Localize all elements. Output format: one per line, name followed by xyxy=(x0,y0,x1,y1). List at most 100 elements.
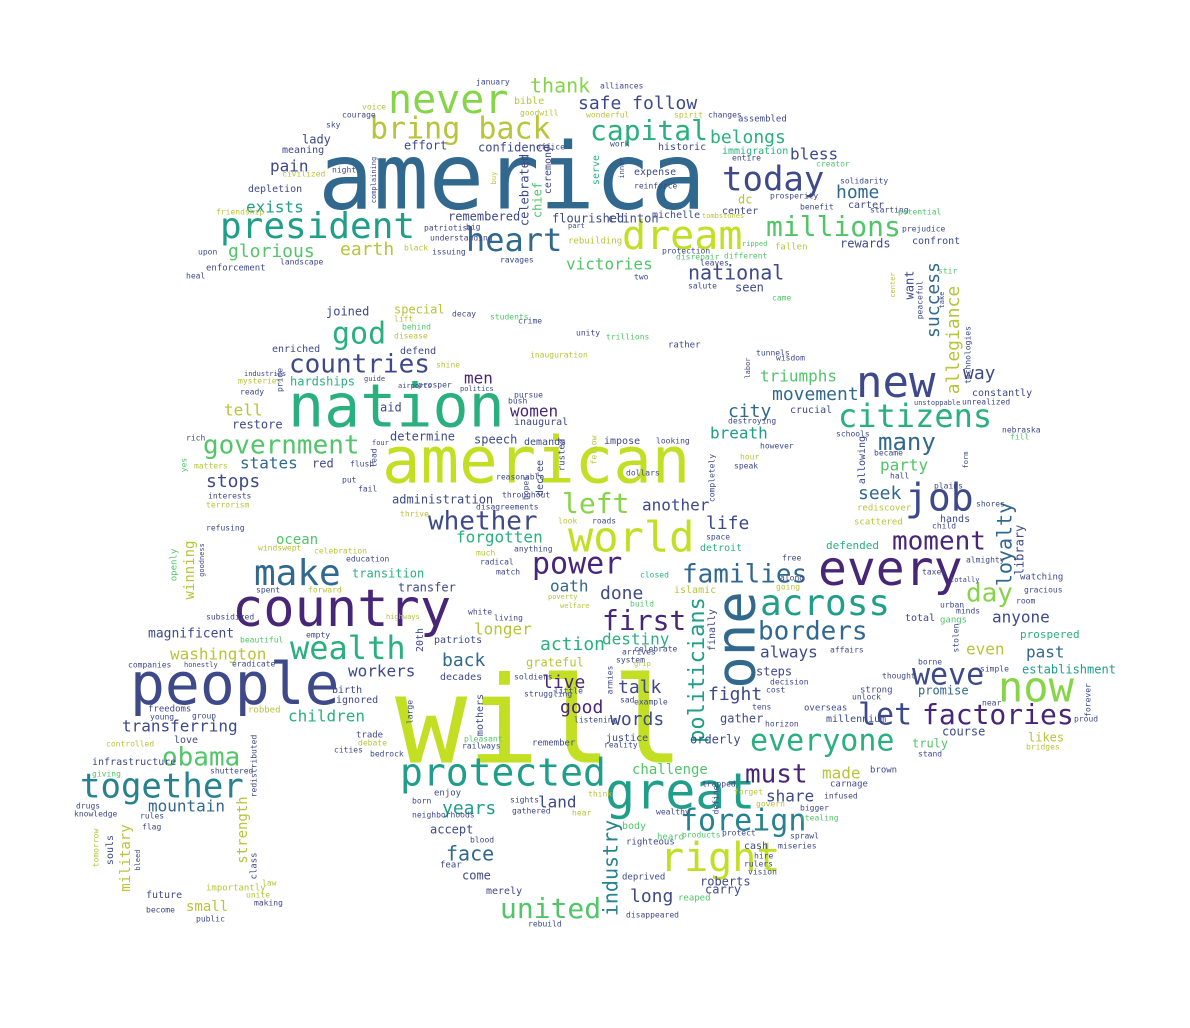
word-michelle: seen xyxy=(735,281,764,295)
word-voice: courage xyxy=(342,111,376,120)
word-armies: arrives xyxy=(622,648,656,657)
word-watching: defended xyxy=(826,539,879,552)
word-chief: celebrated xyxy=(518,154,532,226)
word-public: importantly xyxy=(206,884,266,894)
word-roads: anything xyxy=(514,545,553,554)
word-living: eradicate xyxy=(232,660,276,669)
word-flag: knowledge xyxy=(74,810,118,819)
word-space: almighty xyxy=(966,556,1005,565)
word-leaves: reinforce xyxy=(634,182,678,191)
word-american: american xyxy=(382,425,690,499)
word-welfare: match xyxy=(496,568,520,577)
word-pleasant: listening xyxy=(574,716,618,725)
word-aid: aid xyxy=(380,401,402,415)
word-inner: changes xyxy=(708,111,742,120)
word-dollars: rusted xyxy=(558,439,568,472)
word-special: special xyxy=(394,303,445,317)
word-defended: scattered xyxy=(854,518,903,528)
word-rather: bush xyxy=(508,397,527,406)
word-mysteries: guide xyxy=(364,375,385,383)
word-now: now xyxy=(998,663,1075,712)
word-country: country xyxy=(232,579,451,639)
word-deprived: reaped xyxy=(678,894,711,904)
word-tomorrow: rules xyxy=(140,812,164,821)
word-anything: welfare xyxy=(560,602,590,610)
word-pain: pain xyxy=(270,157,309,176)
word-obama: obama xyxy=(162,743,240,773)
word-one: one xyxy=(705,591,768,689)
word-men: men xyxy=(464,369,493,388)
word-borders: borders xyxy=(758,617,868,647)
word-bush: demands xyxy=(524,437,566,448)
word-total: gracious xyxy=(1024,586,1063,595)
word-companies: beautiful xyxy=(240,636,284,645)
word-reinforce: creator xyxy=(816,160,850,169)
word-proud: bridges xyxy=(1026,743,1060,752)
word-enriched: enriched xyxy=(272,344,320,355)
word-civilized: landscape xyxy=(280,258,324,267)
word-bigger: protect xyxy=(722,829,756,838)
word-form: stir xyxy=(938,267,957,276)
word-pursue: wisdom xyxy=(776,354,805,363)
word-earth: earth xyxy=(340,239,394,260)
word-nebraska: became xyxy=(874,449,903,458)
word-benefit: solidarity xyxy=(840,177,888,186)
word-system: closed xyxy=(640,571,669,580)
word-giving: infrastructure xyxy=(92,757,176,768)
word-changes: bible xyxy=(514,96,544,107)
word-wealthy: vision xyxy=(748,868,777,877)
word-disrepair: rebuilding xyxy=(568,237,622,247)
word-anyone: anyone xyxy=(992,608,1050,627)
word-first: first xyxy=(602,604,686,637)
word-disappeared: rebuild xyxy=(528,920,562,929)
word-miseries: cost xyxy=(766,686,785,695)
word-celebrate: detroit xyxy=(700,543,742,554)
word-world: world xyxy=(568,513,694,562)
word-hire: righteous xyxy=(626,838,675,848)
word-potential: two xyxy=(634,273,649,282)
word-promise: promise xyxy=(918,684,969,698)
word-allowing: technologies xyxy=(964,326,973,384)
word-scattered: hands xyxy=(940,514,970,525)
word-restore: restore xyxy=(232,418,283,432)
word-stealing: products xyxy=(682,831,721,840)
word-solidarity: tombstones xyxy=(702,212,744,220)
word-bring-back: bring back xyxy=(370,112,551,147)
word-ceremony: chief xyxy=(531,182,545,218)
word-robbed: ignored xyxy=(336,695,378,706)
word-closed: islamic xyxy=(674,585,716,596)
word-hopes: disagreements xyxy=(476,503,539,512)
word-freedoms: group xyxy=(192,712,216,721)
word-shuttered: controlled xyxy=(106,740,154,749)
word-challenge: challenge xyxy=(632,762,708,778)
word-cash: heard xyxy=(657,833,684,843)
word-ravages: part xyxy=(568,222,585,230)
word-debate: large xyxy=(406,700,415,724)
word-center: expense xyxy=(634,167,676,178)
word-strength: strength xyxy=(235,796,251,863)
word-decree: throughout xyxy=(502,491,550,500)
word-hear: define xyxy=(712,785,721,814)
word-goodwill: sky xyxy=(326,121,341,130)
word-citizens: citizens xyxy=(838,397,992,435)
word-destiny: destiny xyxy=(602,630,670,649)
word-heard: disappeared xyxy=(626,911,679,920)
word-winning: winning xyxy=(182,540,198,599)
word-clinton: flourished xyxy=(552,212,624,226)
word-president: president xyxy=(220,206,415,247)
word-words: words xyxy=(610,709,664,730)
word-cities: trade xyxy=(356,731,383,741)
word-grip: totally xyxy=(950,576,980,584)
word-remember: reality xyxy=(604,741,638,750)
word-along: affairs xyxy=(830,646,864,655)
word-body: think xyxy=(588,790,612,799)
word-much: white xyxy=(468,608,492,617)
word-talk: talk xyxy=(618,677,662,698)
word-finally: system xyxy=(616,656,645,665)
word-january: serve xyxy=(591,155,602,185)
word-terrorism: yes xyxy=(180,458,189,473)
word-carry: carry xyxy=(705,883,741,897)
word-impose: speak xyxy=(734,462,758,471)
word-look: highways xyxy=(386,613,420,621)
word-likes: likes xyxy=(1028,731,1064,745)
